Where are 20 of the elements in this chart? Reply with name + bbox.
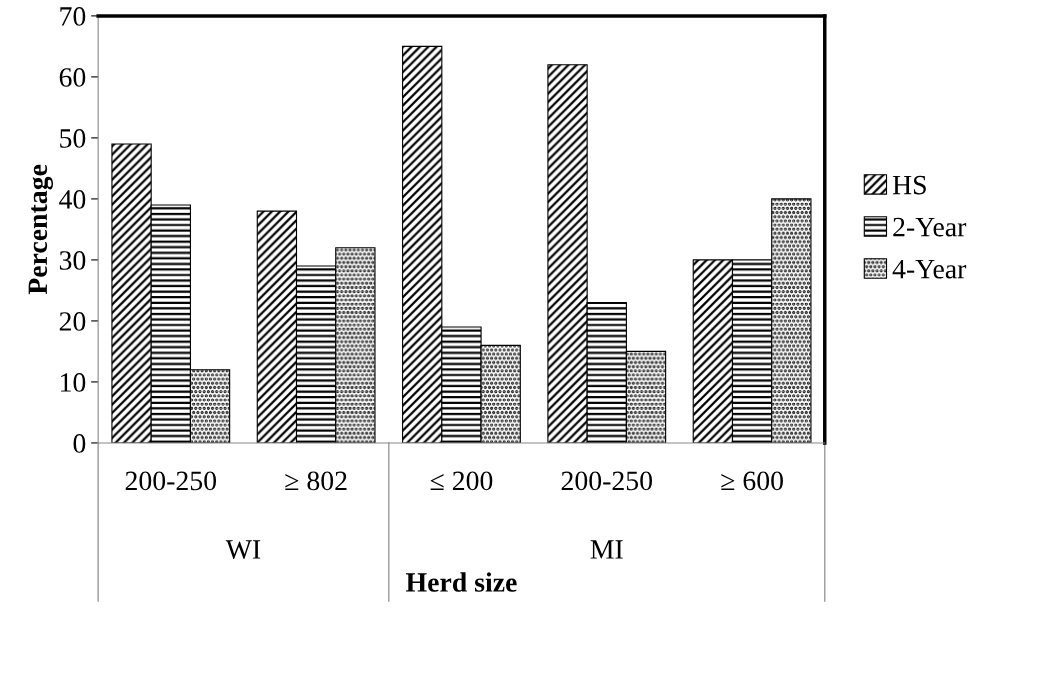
text: WI xyxy=(225,540,261,559)
y-tick-label: 10 xyxy=(61,373,86,392)
legend-label: 4-Year xyxy=(892,259,967,279)
x-tick-label: 200-250 xyxy=(561,471,653,491)
x-tick-label: ≥ 600 xyxy=(721,471,783,491)
legend-label: 2-Year xyxy=(893,217,967,237)
x-tick-label: ≥ 802 xyxy=(285,471,347,491)
x-axis-title: Herd size xyxy=(406,572,517,592)
y-tick-label: 60 xyxy=(59,68,86,87)
x-tick-label: ≤ 200 xyxy=(430,471,493,491)
y-tick-label: 50 xyxy=(60,129,86,148)
y-tick-label: 0 xyxy=(73,434,86,453)
legend-label: HS xyxy=(892,175,926,195)
y-tick-label: 30 xyxy=(59,251,86,270)
text: MI xyxy=(590,540,623,559)
y-tick-label: 40 xyxy=(59,190,86,209)
y-tick-label: 70 xyxy=(60,7,86,26)
x-tick-label: 200-250 xyxy=(125,471,217,491)
y-axis-title: Percentage xyxy=(28,164,53,295)
y-tick-label: 20 xyxy=(59,312,86,331)
